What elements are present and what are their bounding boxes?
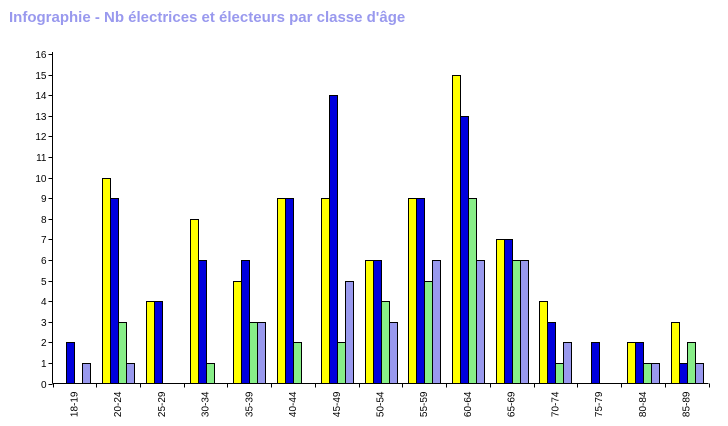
bar <box>102 178 111 384</box>
bar <box>643 363 652 384</box>
bar <box>321 198 330 384</box>
bar <box>591 342 600 384</box>
x-tick-label: 70-74 <box>550 391 561 417</box>
bar <box>233 281 242 384</box>
y-tick-label: 13 <box>35 112 47 123</box>
x-tick-label: 30-34 <box>201 391 212 417</box>
x-axis-tick-labels: 18-19 20-24 25-29 30-34 35-39 40-44 45-49 50-54… <box>69 391 692 417</box>
x-tick-label: 80-84 <box>638 391 649 417</box>
y-tick-label: 12 <box>35 132 47 143</box>
bar <box>512 260 521 384</box>
x-tick-label: 85-89 <box>682 391 693 417</box>
bar <box>679 363 688 384</box>
y-tick-label: 2 <box>41 338 47 349</box>
bar <box>424 281 433 384</box>
bar <box>504 239 513 384</box>
bar-series-group <box>66 75 704 384</box>
bar <box>337 342 346 384</box>
x-axis-ticks <box>53 383 710 388</box>
y-tick-label: 8 <box>41 215 47 226</box>
bar <box>460 116 469 384</box>
y-tick-label: 16 <box>35 50 47 61</box>
bar <box>381 301 390 384</box>
bar <box>329 95 338 384</box>
bar <box>241 260 250 384</box>
y-tick-label: 10 <box>35 174 47 185</box>
bar <box>432 260 441 384</box>
x-tick-label: 60-64 <box>463 391 474 417</box>
bar <box>146 301 155 384</box>
bar <box>520 260 529 384</box>
y-tick-label: 3 <box>41 318 47 329</box>
x-tick-label: 20-24 <box>113 391 124 417</box>
y-tick-label: 14 <box>35 91 47 102</box>
y-tick-label: 0 <box>41 380 47 391</box>
y-tick-label: 9 <box>41 194 47 205</box>
y-tick-label: 1 <box>41 359 47 370</box>
y-tick-label: 11 <box>36 153 47 164</box>
bar <box>389 322 398 384</box>
bar <box>293 342 302 384</box>
x-tick-label: 50-54 <box>376 391 387 417</box>
bar <box>126 363 135 384</box>
bar <box>468 198 477 384</box>
bar <box>82 363 91 384</box>
bar <box>249 322 258 384</box>
x-tick-label: 18-19 <box>69 391 80 417</box>
x-tick-label: 40-44 <box>288 391 299 417</box>
bar <box>555 363 564 384</box>
y-tick-label: 6 <box>41 256 47 267</box>
x-tick-label: 25-29 <box>157 391 168 417</box>
bar <box>285 198 294 384</box>
bar <box>198 260 207 384</box>
y-tick-label: 4 <box>41 297 47 308</box>
y-axis-ticks <box>48 54 53 385</box>
chart-title: Infographie - Nb électrices et électeurs… <box>9 9 406 26</box>
bar <box>110 198 119 384</box>
bar <box>345 281 354 384</box>
y-tick-label: 5 <box>41 277 47 288</box>
x-tick-label: 55-59 <box>419 391 430 417</box>
bar <box>651 363 660 384</box>
bar <box>452 75 461 384</box>
x-tick-label: 35-39 <box>244 391 255 417</box>
y-tick-label: 15 <box>35 71 47 82</box>
bar <box>257 322 266 384</box>
bar <box>365 260 374 384</box>
bar <box>687 342 696 384</box>
bar <box>539 301 548 384</box>
bar <box>627 342 636 384</box>
bar <box>277 198 286 384</box>
bar <box>66 342 75 384</box>
bar <box>206 363 215 384</box>
bar <box>496 239 505 384</box>
y-tick-label: 7 <box>41 235 47 246</box>
bar <box>154 301 163 384</box>
bar <box>563 342 572 384</box>
x-tick-label: 75-79 <box>594 391 605 417</box>
x-tick-label: 65-69 <box>507 391 518 417</box>
bar <box>373 260 382 384</box>
bar <box>635 342 644 384</box>
bar <box>476 260 485 384</box>
bar <box>671 322 680 384</box>
x-tick-label: 45-49 <box>332 391 343 417</box>
bar <box>408 198 417 384</box>
bar <box>118 322 127 384</box>
bar <box>190 219 199 384</box>
bar <box>547 322 556 384</box>
bar <box>416 198 425 384</box>
bar <box>695 363 704 384</box>
